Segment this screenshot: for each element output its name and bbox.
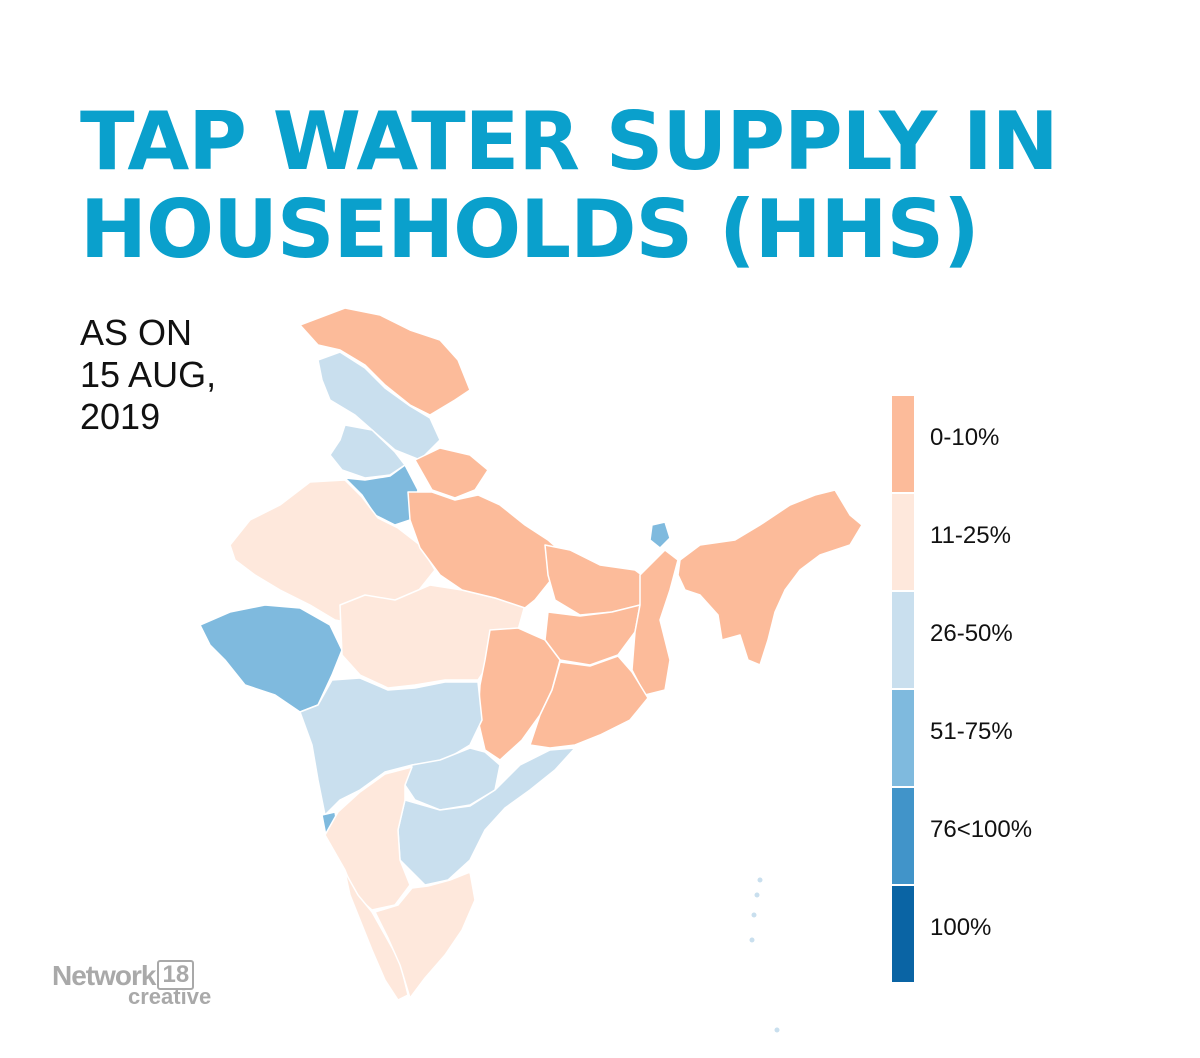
- region-bihar: [544, 544, 656, 616]
- region-west-bengal: [631, 549, 679, 696]
- region-gujarat: [199, 604, 343, 713]
- region-chhattisgarh: [477, 627, 561, 761]
- region-rajasthan: [229, 479, 436, 626]
- legend-swatch: [892, 886, 914, 982]
- legend-swatch: [892, 494, 914, 590]
- legend-label: 0-10%: [930, 424, 1000, 451]
- legend-label: 26-50%: [930, 620, 1013, 647]
- date-line-1: AS ON: [80, 312, 193, 353]
- region-kerala: [344, 871, 409, 1001]
- page-title: TAP WATER SUPPLY IN HOUSEHOLDS (HHS): [80, 98, 1140, 274]
- island-dot: [751, 912, 757, 918]
- date-line-3: 2019: [80, 396, 161, 437]
- region-north-east: [677, 489, 863, 666]
- legend-swatch: [892, 690, 914, 786]
- region-uttarakhand: [414, 447, 489, 499]
- region-jharkhand: [544, 604, 641, 666]
- region-punjab: [329, 424, 406, 479]
- date-line-2: 15 AUG,: [80, 354, 217, 395]
- region-himachal-pradesh: [317, 351, 441, 461]
- title-line-1: TAP WATER SUPPLY IN: [80, 95, 1059, 188]
- legend-swatch: [892, 788, 914, 884]
- region-odisha: [529, 655, 649, 749]
- legend-swatch: [892, 396, 914, 492]
- island-dot: [749, 937, 755, 943]
- brand-sub: creative: [128, 984, 212, 1009]
- title-line-2: HOUSEHOLDS (HHS): [80, 183, 980, 276]
- date-label: AS ON 15 AUG, 2019: [80, 312, 216, 438]
- region-tamil-nadu: [374, 871, 476, 999]
- region-jammu-kashmir: [299, 307, 471, 416]
- region-sikkim: [649, 521, 671, 549]
- brand-number: 18: [157, 960, 195, 990]
- region-andhra-pradesh: [397, 747, 576, 886]
- legend-label: 11-25%: [930, 522, 1011, 549]
- island-dot: [757, 877, 763, 883]
- island-dot: [774, 1027, 780, 1033]
- island-dot: [754, 892, 760, 898]
- legend-label: 100%: [930, 914, 992, 941]
- legend-swatch: [892, 592, 914, 688]
- brand-name: Network: [52, 960, 156, 991]
- legend-label: 76<100%: [930, 816, 1033, 843]
- brand-logo: Network 18 creative: [52, 960, 211, 1010]
- legend-label: 51-75%: [930, 718, 1013, 745]
